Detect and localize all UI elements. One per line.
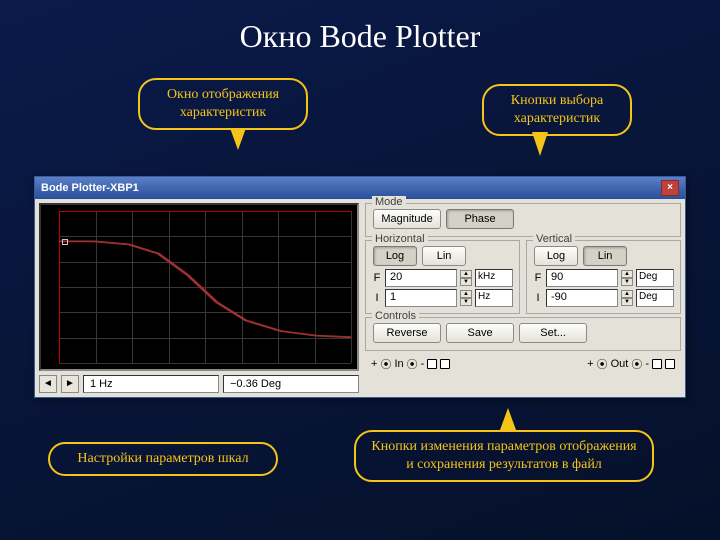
io-row: + ⦿ In ⦿ - + ⦿ Out ⦿ - bbox=[365, 354, 681, 374]
callout-controls: Кнопки изменения параметров отображения … bbox=[354, 430, 654, 482]
in-terminal-minus[interactable] bbox=[440, 359, 450, 369]
cursor-marker[interactable] bbox=[62, 239, 68, 245]
window-title: Bode Plotter-XBP1 bbox=[41, 182, 139, 194]
out-radio-icon-2[interactable]: ⦿ bbox=[631, 356, 642, 372]
mode-group-label: Mode bbox=[372, 196, 406, 208]
in-radio-icon[interactable]: ⦿ bbox=[380, 356, 391, 372]
callout-mode-buttons: Кнопки выбора характеристик bbox=[482, 84, 632, 136]
h-F-spinner[interactable]: ▲▼ bbox=[460, 270, 472, 286]
save-button[interactable]: Save bbox=[446, 323, 514, 343]
chart-readout-bar: ◄ ► 1 Hz −0.36 Deg bbox=[39, 375, 359, 393]
v-F-label: F bbox=[533, 272, 543, 284]
slide-title: Окно Bode Plotter bbox=[0, 0, 720, 55]
value-readout: −0.36 Deg bbox=[223, 375, 359, 393]
v-F-value[interactable]: 90 bbox=[546, 269, 618, 287]
v-I-label: I bbox=[533, 292, 543, 304]
chart-area[interactable] bbox=[39, 203, 359, 371]
h-I-unit[interactable]: Hz bbox=[475, 289, 513, 307]
titlebar[interactable]: Bode Plotter-XBP1 × bbox=[35, 177, 685, 199]
v-F-spinner[interactable]: ▲▼ bbox=[621, 270, 633, 286]
h-I-label: I bbox=[372, 292, 382, 304]
close-button[interactable]: × bbox=[661, 180, 679, 196]
out-terminal-minus[interactable] bbox=[665, 359, 675, 369]
out-terminal-plus[interactable] bbox=[652, 359, 662, 369]
bode-curve bbox=[59, 211, 351, 363]
v-I-value[interactable]: -90 bbox=[546, 289, 618, 307]
callout-scale-settings: Настройки параметров шкал bbox=[48, 442, 278, 476]
mode-group: Mode Magnitude Phase bbox=[365, 203, 681, 237]
horizontal-group-label: Horizontal bbox=[372, 233, 428, 245]
h-F-value[interactable]: 20 bbox=[385, 269, 457, 287]
reverse-button[interactable]: Reverse bbox=[373, 323, 441, 343]
v-I-spinner[interactable]: ▲▼ bbox=[621, 290, 633, 306]
h-log-button[interactable]: Log bbox=[373, 246, 417, 266]
v-log-button[interactable]: Log bbox=[534, 246, 578, 266]
controls-panel: Mode Magnitude Phase Horizontal Log Lin … bbox=[365, 203, 681, 393]
v-F-unit[interactable]: Deg bbox=[636, 269, 674, 287]
controls-group: Controls Reverse Save Set... bbox=[365, 317, 681, 351]
out-minus-label: - bbox=[645, 358, 649, 370]
freq-readout: 1 Hz bbox=[83, 375, 219, 393]
h-lin-button[interactable]: Lin bbox=[422, 246, 466, 266]
chart-panel: ◄ ► 1 Hz −0.36 Deg bbox=[39, 203, 359, 393]
callout-display-window: Окно отображения характеристик bbox=[138, 78, 308, 130]
vertical-group: Vertical Log Lin F 90 ▲▼ Deg I -90 ▲▼ De… bbox=[526, 240, 681, 314]
out-label: Out bbox=[611, 358, 629, 370]
v-lin-button[interactable]: Lin bbox=[583, 246, 627, 266]
v-I-unit[interactable]: Deg bbox=[636, 289, 674, 307]
vertical-group-label: Vertical bbox=[533, 233, 575, 245]
in-label: In bbox=[394, 358, 403, 370]
magnitude-button[interactable]: Magnitude bbox=[373, 209, 441, 229]
h-F-unit[interactable]: kHz bbox=[475, 269, 513, 287]
horizontal-group: Horizontal Log Lin F 20 ▲▼ kHz I 1 ▲▼ Hz bbox=[365, 240, 520, 314]
nav-left-button[interactable]: ◄ bbox=[39, 375, 57, 393]
out-radio-icon[interactable]: ⦿ bbox=[597, 356, 608, 372]
in-terminal-plus[interactable] bbox=[427, 359, 437, 369]
controls-group-label: Controls bbox=[372, 310, 419, 322]
in-plus-label: + bbox=[371, 358, 377, 370]
in-minus-label: - bbox=[421, 358, 425, 370]
h-F-label: F bbox=[372, 272, 382, 284]
nav-right-button[interactable]: ► bbox=[61, 375, 79, 393]
h-I-value[interactable]: 1 bbox=[385, 289, 457, 307]
set-button[interactable]: Set... bbox=[519, 323, 587, 343]
bode-plotter-window: Bode Plotter-XBP1 × ◄ ► 1 Hz −0.36 Deg M… bbox=[34, 176, 686, 398]
in-radio-icon-2[interactable]: ⦿ bbox=[407, 356, 418, 372]
out-plus-label: + bbox=[587, 358, 593, 370]
phase-button[interactable]: Phase bbox=[446, 209, 514, 229]
h-I-spinner[interactable]: ▲▼ bbox=[460, 290, 472, 306]
